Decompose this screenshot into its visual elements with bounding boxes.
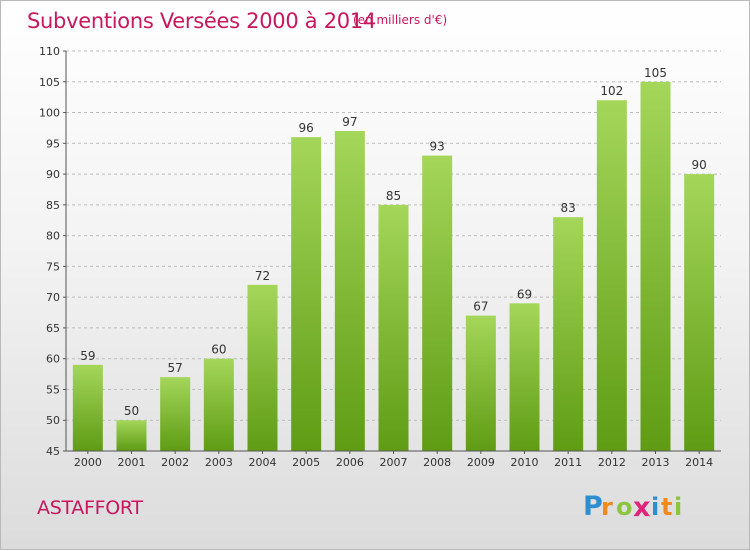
bar-value-label: 93 bbox=[430, 140, 445, 154]
x-tick-label: 2011 bbox=[554, 456, 582, 469]
x-tick-label: 2008 bbox=[423, 456, 451, 469]
bar-value-label: 83 bbox=[561, 201, 576, 215]
bar-value-label: 105 bbox=[644, 66, 667, 80]
svg-text:o: o bbox=[616, 493, 633, 521]
svg-text:i: i bbox=[651, 493, 659, 521]
y-tick-label: 55 bbox=[46, 383, 60, 396]
x-tick-label: 2001 bbox=[118, 456, 146, 469]
bar-value-label: 72 bbox=[255, 269, 270, 283]
bar bbox=[465, 315, 496, 451]
y-tick-label: 100 bbox=[39, 107, 60, 120]
bar bbox=[116, 420, 147, 451]
bar-value-label: 96 bbox=[299, 121, 314, 135]
x-tick-label: 2014 bbox=[685, 456, 713, 469]
x-tick-label: 2002 bbox=[161, 456, 189, 469]
bar bbox=[509, 303, 540, 451]
svg-text:i: i bbox=[674, 493, 682, 521]
x-tick-label: 2004 bbox=[249, 456, 277, 469]
bar bbox=[422, 155, 453, 451]
y-tick-label: 65 bbox=[46, 322, 60, 335]
y-tick-label: 75 bbox=[46, 260, 60, 273]
bar-value-label: 50 bbox=[124, 404, 139, 418]
chart-title: Subventions Versées 2000 à 2014 bbox=[27, 9, 376, 33]
y-tick-label: 60 bbox=[46, 353, 60, 366]
bar bbox=[378, 204, 409, 451]
bar-value-label: 102 bbox=[600, 84, 623, 98]
bar bbox=[247, 284, 278, 451]
y-tick-label: 80 bbox=[46, 230, 60, 243]
axes: 45 50 55 60 65 70 75 80 85 90 95 100 105 110 2000 2001 2… bbox=[39, 45, 721, 469]
bars-group: 59 50 57 60 72 96 97 85 93 67 69 83 102 105 90 bbox=[72, 66, 715, 452]
bar bbox=[640, 81, 671, 452]
chart-subtitle: (en milliers d'€) bbox=[353, 13, 448, 27]
bar-value-label: 57 bbox=[168, 361, 183, 375]
x-tick-label: 2007 bbox=[380, 456, 408, 469]
svg-text:t: t bbox=[661, 493, 672, 521]
x-tick-label: 2013 bbox=[642, 456, 670, 469]
bar-value-label: 90 bbox=[692, 158, 707, 172]
svg-text:P: P bbox=[583, 491, 603, 522]
x-tick-label: 2009 bbox=[467, 456, 495, 469]
bar bbox=[72, 364, 103, 451]
svg-text:r: r bbox=[601, 493, 613, 521]
y-tick-label: 95 bbox=[46, 137, 60, 150]
x-tick-label: 2006 bbox=[336, 456, 364, 469]
bar-value-label: 59 bbox=[80, 349, 95, 363]
y-tick-label: 85 bbox=[46, 199, 60, 212]
bar-value-label: 60 bbox=[211, 343, 226, 357]
bar-value-label: 97 bbox=[342, 115, 357, 129]
y-tick-label: 70 bbox=[46, 291, 60, 304]
bar-value-label: 67 bbox=[473, 300, 488, 314]
proxiti-logo: P r o x i t i bbox=[583, 491, 682, 523]
bar-value-label: 85 bbox=[386, 189, 401, 203]
y-tick-label: 45 bbox=[46, 445, 60, 458]
x-tick-label: 2000 bbox=[74, 456, 102, 469]
x-tick-label: 2012 bbox=[598, 456, 626, 469]
bar bbox=[596, 100, 627, 451]
bar bbox=[160, 377, 191, 451]
y-tick-label: 50 bbox=[46, 414, 60, 427]
city-name: ASTAFFORT bbox=[37, 497, 143, 519]
y-tick-label: 90 bbox=[46, 168, 60, 181]
bar bbox=[291, 137, 322, 451]
x-tick-label: 2003 bbox=[205, 456, 233, 469]
x-tick-label: 2005 bbox=[292, 456, 320, 469]
svg-text:x: x bbox=[633, 492, 650, 523]
x-tick-label: 2010 bbox=[511, 456, 539, 469]
bar bbox=[553, 217, 584, 451]
y-tick-label: 105 bbox=[39, 76, 60, 89]
bar bbox=[684, 174, 715, 452]
bar-value-label: 69 bbox=[517, 287, 532, 301]
y-tick-label: 110 bbox=[39, 45, 60, 58]
bar bbox=[334, 131, 365, 451]
bar bbox=[203, 358, 234, 451]
